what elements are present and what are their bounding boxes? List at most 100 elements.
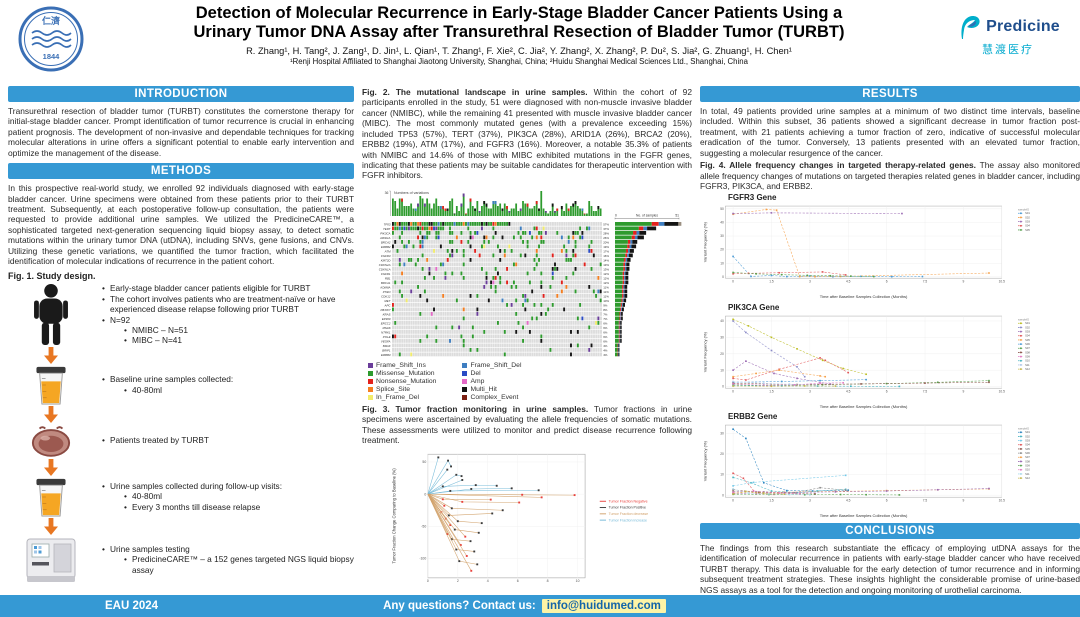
svg-text:VEGFA: VEGFA	[381, 339, 391, 343]
svg-text:13%: 13%	[603, 263, 609, 267]
svg-text:0: 0	[732, 389, 734, 393]
svg-text:4%: 4%	[603, 348, 608, 352]
renji-logo: 仁濟 1844	[12, 4, 90, 72]
svg-text:40: 40	[720, 221, 724, 225]
svg-text:S04: S04	[1025, 443, 1030, 447]
section-header-methods: METHODS	[8, 163, 354, 180]
svg-text:S02: S02	[1025, 216, 1030, 220]
svg-text:51: 51	[675, 213, 679, 217]
svg-text:Tumor Fraction increase: Tumor Fraction increase	[609, 519, 647, 523]
mutation-legend-item: Missense_Mutation	[368, 370, 436, 377]
legend-label: Amp	[470, 377, 485, 385]
svg-text:S07: S07	[1025, 346, 1030, 350]
cup-icon-box	[8, 365, 94, 405]
mutation-legend-item: Amp	[462, 378, 521, 385]
footer-bar: EAU 2024 Any questions? Contact us: info…	[0, 595, 1080, 617]
mutation-legend-item: Complex_Event	[462, 394, 521, 401]
svg-text:10: 10	[576, 580, 580, 584]
affiliations: ¹Renji Hospital Affiliated to Shanghai J…	[290, 56, 748, 66]
svg-text:4.5: 4.5	[846, 499, 851, 503]
mutation-legend-item: Multi_Hit	[462, 386, 521, 393]
authors: R. Zhang¹, H. Tang², J. Zang¹, D. Jin¹, …	[246, 45, 792, 56]
footer-email-link[interactable]: info@huidumed.com	[541, 599, 666, 613]
title-line-2: Urinary Tumor DNA Assay after Transureth…	[193, 23, 845, 42]
legend-swatch	[462, 370, 468, 376]
bullet-item: Urine samples collected during follow-up…	[102, 481, 354, 512]
study-step-bullets: Baseline urine samples collected:40-80ml	[94, 374, 354, 395]
svg-text:PIK3CA: PIK3CA	[380, 231, 390, 235]
fig4-erbb2-chart: 0 1.5 3 4.5 6 7.5 9 10.5 0 10 20 30 Time after Basel…	[700, 421, 1080, 520]
svg-text:16%: 16%	[603, 254, 609, 258]
svg-text:S02: S02	[1025, 435, 1030, 439]
study-step: Urine samples collected during follow-up…	[8, 477, 354, 517]
svg-text:S12: S12	[1025, 476, 1030, 480]
svg-text:KMT2D: KMT2D	[381, 258, 391, 262]
svg-text:12%: 12%	[603, 272, 609, 276]
fgfr3-chart-title: FGFR3 Gene	[728, 193, 777, 203]
svg-text:6: 6	[517, 580, 519, 584]
svg-text:50: 50	[422, 461, 426, 465]
svg-text:17%: 17%	[603, 249, 609, 253]
introduction-text: Transurethral resection of bladder tumor…	[8, 106, 354, 158]
svg-text:S07: S07	[1025, 456, 1030, 460]
fig4-caption-bold: Fig. 4. Allele frequency changes in targ…	[700, 160, 976, 171]
svg-text:S04: S04	[1025, 224, 1030, 228]
svg-text:TERT: TERT	[383, 227, 391, 231]
svg-text:Variant Frequency (%): Variant Frequency (%)	[703, 441, 708, 482]
legend-swatch	[368, 394, 373, 400]
sequencer-icon	[26, 538, 76, 582]
svg-text:BRAF: BRAF	[383, 344, 391, 348]
svg-text:4.5: 4.5	[846, 389, 851, 393]
svg-text:11%: 11%	[603, 290, 609, 294]
legend-label: In_Frame_Del	[376, 393, 420, 401]
svg-text:CDK12: CDK12	[381, 294, 391, 298]
bullet-item: N=92NMIBC – N=51MIBC – N=41	[102, 315, 354, 346]
sub-bullet-item: Every 3 months till disease relapse	[124, 502, 354, 513]
svg-text:7.5: 7.5	[923, 499, 928, 503]
svg-text:10.5: 10.5	[999, 280, 1006, 284]
svg-text:1.5: 1.5	[769, 280, 774, 284]
legend-label: Frame_Shift_Del	[470, 361, 522, 369]
fig2-caption: Fig. 2. The mutational landscape in urin…	[362, 87, 692, 181]
svg-text:ERBB2: ERBB2	[381, 245, 391, 249]
bladder-icon-box	[8, 424, 94, 458]
predicine-wordmark: Predicine	[986, 18, 1060, 35]
svg-text:RB1: RB1	[385, 276, 391, 280]
legend-label: Nonsense_Mutation	[376, 377, 437, 385]
fig2-mutation-legend: Frame_Shift_Ins Missense_Mutation Nonsense…	[368, 362, 692, 401]
svg-text:0: 0	[732, 499, 734, 503]
bullet-item: Urine samples testingPredicineCARE™ – a …	[102, 544, 354, 575]
mutation-legend-item: Nonsense_Mutation	[368, 378, 436, 385]
svg-text:10%: 10%	[603, 299, 609, 303]
svg-text:11%: 11%	[603, 285, 609, 289]
svg-text:3: 3	[809, 280, 811, 284]
mutation-legend-item: Frame_Shift_Ins	[368, 362, 436, 369]
machine-icon-box	[8, 536, 94, 584]
svg-text:40: 40	[720, 319, 724, 323]
svg-text:6%: 6%	[603, 339, 608, 343]
right-column: RESULTS In total, 49 patients provided u…	[700, 86, 1080, 595]
svg-text:ATM: ATM	[384, 249, 391, 253]
svg-text:0: 0	[722, 494, 724, 498]
svg-text:ARID1A: ARID1A	[379, 236, 391, 240]
svg-text:12%: 12%	[603, 281, 609, 285]
svg-text:Tumor Fraction Negative: Tumor Fraction Negative	[609, 500, 648, 504]
svg-text:APC: APC	[384, 303, 392, 307]
svg-text:8%: 8%	[603, 308, 608, 312]
flow-arrow	[44, 405, 354, 423]
sub-bullet-item: MIBC – N=41	[124, 335, 354, 346]
content-columns: INTRODUCTION Transurethral resection of …	[0, 84, 1080, 604]
svg-text:30: 30	[720, 335, 724, 339]
svg-text:NTRK1: NTRK1	[381, 330, 391, 334]
svg-text:9: 9	[962, 280, 964, 284]
svg-text:7%: 7%	[603, 317, 608, 321]
svg-text:KDM6A: KDM6A	[381, 285, 391, 289]
results-text: In total, 49 patients provided urine sam…	[700, 106, 1080, 158]
poster-title: Detection of Molecular Recurrence in Ear…	[96, 4, 942, 43]
svg-text:S11: S11	[1025, 363, 1030, 367]
svg-text:19%: 19%	[603, 245, 609, 249]
svg-text:20: 20	[720, 352, 724, 356]
svg-text:S05: S05	[1025, 338, 1030, 342]
svg-text:MSH6: MSH6	[382, 326, 390, 330]
